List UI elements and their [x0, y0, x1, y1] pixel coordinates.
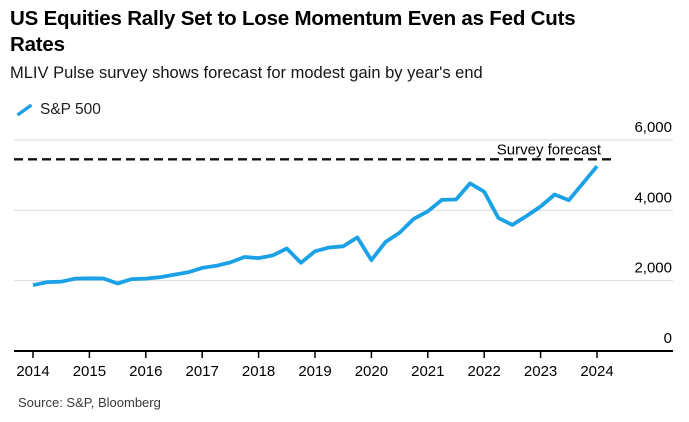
- y-axis-label-6000: 6,000: [634, 119, 672, 136]
- y-axis-label-0: 0: [664, 330, 672, 347]
- legend-line-icon: [16, 103, 33, 117]
- x-axis-label-2023: 2023: [524, 363, 557, 380]
- x-axis-label-2022: 2022: [468, 363, 501, 380]
- y-axis-label-2000: 2,000: [634, 260, 672, 277]
- x-axis-label-2020: 2020: [355, 363, 388, 380]
- chart-title: US Equities Rally Set to Lose Momentum E…: [10, 7, 576, 56]
- y-axis-label-4000: 4,000: [634, 189, 672, 206]
- survey-forecast-label: Survey forecast: [497, 141, 602, 158]
- sp500-line: [32, 164, 599, 288]
- chart-subtitle: MLIV Pulse survey shows forecast for mod…: [10, 64, 483, 82]
- x-axis-label-2018: 2018: [242, 363, 275, 380]
- x-axis-label-2024: 2024: [580, 363, 613, 380]
- x-axis-label-2019: 2019: [298, 363, 331, 380]
- x-axis-label-2015: 2015: [73, 363, 106, 380]
- source-note: Source: S&P, Bloomberg: [18, 395, 161, 410]
- x-axis-label-2021: 2021: [411, 363, 444, 380]
- legend: S&P 500: [16, 101, 101, 119]
- legend-series-label: S&P 500: [40, 101, 101, 118]
- x-axis-label-2014: 2014: [16, 363, 49, 380]
- x-axis-label-2017: 2017: [186, 363, 219, 380]
- x-axis-label-2016: 2016: [129, 363, 162, 380]
